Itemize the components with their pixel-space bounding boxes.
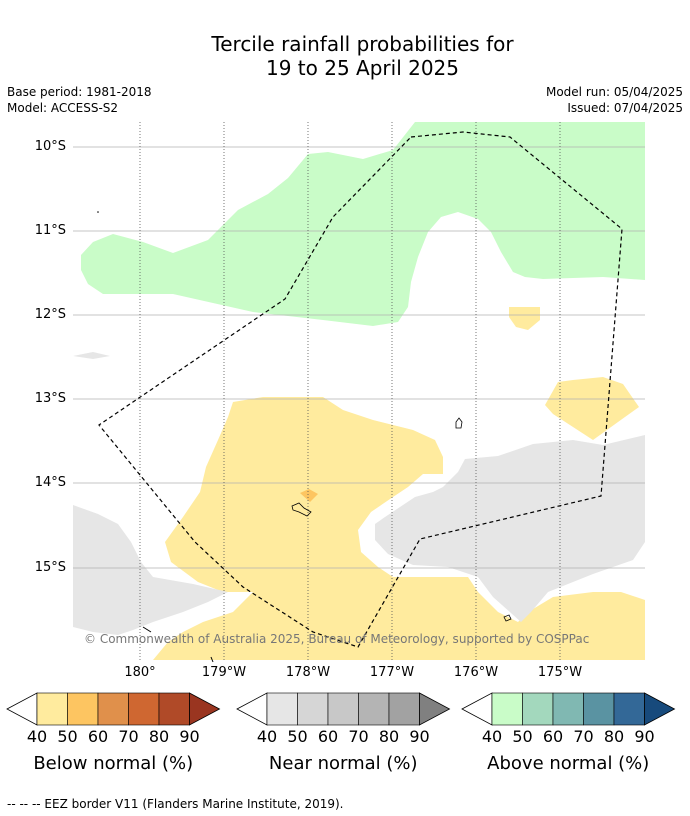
colorbar-near-tick-40: 40 (256, 727, 278, 746)
colorbar-below-tick-60: 60 (87, 727, 109, 746)
below-normal-50-blob (300, 489, 318, 502)
colorbar-near-under-arrow (236, 692, 268, 726)
colorbar-below-under-arrow (6, 692, 38, 726)
lon-label-178w: 178°W (285, 665, 331, 680)
colorbar-above-tick-80: 80 (603, 727, 625, 746)
colorbar-near-tick-80: 80 (378, 727, 400, 746)
colorbar-near-swatch-60 (327, 692, 359, 726)
colorbar-near-tick-60: 60 (317, 727, 339, 746)
title-line-2: 19 to 25 April 2025 (265, 56, 460, 80)
colorbar-below-over-arrow (189, 692, 221, 726)
model-name: Model: ACCESS-S2 (7, 101, 119, 115)
colorbar-above-tick-50: 50 (512, 727, 533, 746)
near-normal-region-east (375, 435, 645, 622)
colorbar-below-swatch-60 (97, 692, 129, 726)
colorbar-above-swatch-70 (583, 692, 615, 726)
colorbar-above (461, 692, 676, 726)
eez-footnote: -- -- -- EEZ border V11 (Flanders Marine… (7, 797, 344, 811)
colorbar-above-swatch-50 (522, 692, 554, 726)
near-normal-region-west (73, 505, 228, 635)
colorbar-near-over-arrow (419, 692, 451, 726)
colorbar-below-tick-40: 40 (26, 727, 48, 746)
island-3 (503, 614, 512, 622)
colorbar-above-tick-40: 40 (481, 727, 503, 746)
lon-label-176w: 176°W (453, 665, 499, 680)
issued-date: Issued: 07/04/2025 (567, 101, 683, 115)
above-normal-region-north (81, 122, 645, 326)
colorbar-near-tick-50: 50 (287, 727, 308, 746)
colorbar-below-tick-50: 50 (57, 727, 78, 746)
lon-label-180: 180° (124, 665, 156, 680)
island-4 (142, 626, 152, 633)
colorbar-below-swatch-40 (36, 692, 68, 726)
colorbar-above-tick-90: 90 (634, 727, 655, 746)
colorbar-near-tick-70: 70 (348, 727, 369, 746)
below-normal-blob-2 (545, 377, 639, 440)
colorbar-above-swatch-40 (491, 692, 523, 726)
island-1 (455, 417, 463, 429)
near-normal-sliver (73, 352, 110, 359)
model-run: Model run: 05/04/2025 (545, 85, 683, 99)
island-2 (291, 502, 312, 517)
below-normal-blob-1 (509, 307, 540, 330)
colorbar-above-tick-70: 70 (573, 727, 594, 746)
colorbar-near-tick-90: 90 (409, 727, 430, 746)
base-period: Base period: 1981-2018 (7, 85, 152, 99)
lat-label-14s: 14°S (34, 475, 66, 490)
colorbar-near-swatch-40 (266, 692, 298, 726)
colorbar-near (236, 692, 451, 726)
copyright-notice: © Commonwealth of Australia 2025, Bureau… (84, 632, 590, 646)
island-5 (210, 656, 214, 663)
colorbar-below-swatch-70 (128, 692, 160, 726)
colorbar-near-swatch-80 (388, 692, 420, 726)
title-line-1: Tercile rainfall probabilities for (211, 32, 514, 56)
colorbar-near-swatch-70 (358, 692, 390, 726)
colorbar-above-under-arrow (461, 692, 493, 726)
lat-label-11s: 11°S (34, 223, 66, 238)
colorbar-below-title: Below normal (%) (33, 753, 194, 774)
colorbar-near-title: Near normal (%) (268, 753, 418, 774)
colorbar-below-tick-90: 90 (179, 727, 200, 746)
colorbar-above-swatch-60 (552, 692, 584, 726)
lon-label-179w: 179°W (201, 665, 247, 680)
below-normal-region-central (153, 397, 645, 660)
lon-label-175w: 175°W (537, 665, 583, 680)
colorbar-above-tick-60: 60 (542, 727, 564, 746)
colorbar-above-over-arrow (644, 692, 676, 726)
colorbar-below-tick-80: 80 (148, 727, 170, 746)
lat-label-12s: 12°S (34, 307, 66, 322)
colorbar-above-title: Above normal (%) (487, 753, 650, 774)
lon-label-177w: 177°W (369, 665, 415, 680)
colorbar-below-swatch-80 (158, 692, 190, 726)
colorbar-below-tick-70: 70 (118, 727, 139, 746)
colorbar-below (6, 692, 221, 726)
forecast-map (73, 122, 645, 663)
lat-label-10s: 10°S (34, 139, 66, 154)
colorbar-near-swatch-50 (297, 692, 329, 726)
lat-label-13s: 13°S (34, 391, 66, 406)
lat-label-15s: 15°S (34, 560, 66, 575)
colorbar-above-swatch-80 (613, 692, 645, 726)
island-dot (97, 211, 99, 213)
colorbar-below-swatch-50 (67, 692, 99, 726)
